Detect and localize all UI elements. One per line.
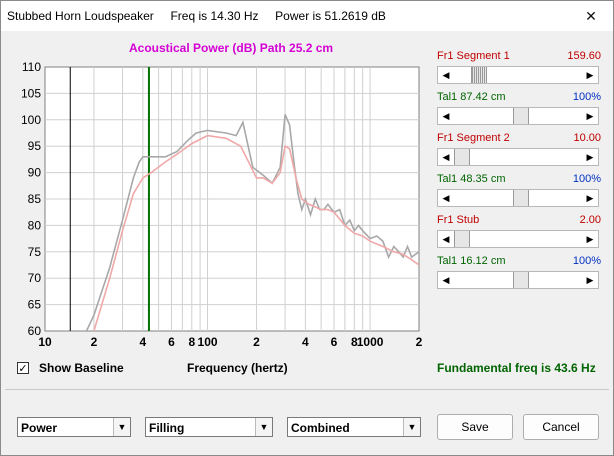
scroll-thumb[interactable] [454, 231, 470, 247]
save-button[interactable]: Save [437, 414, 513, 440]
x-tick-label: 100 [198, 335, 218, 349]
scroll-right-icon[interactable]: ▶ [586, 193, 594, 203]
power-readout: Power is 51.2619 dB [275, 9, 386, 23]
scroll-thumb[interactable] [454, 149, 470, 165]
x-tick-label: 4 [140, 335, 147, 349]
y-tick-label: 100 [21, 113, 41, 127]
x-tick-label: 8 [351, 335, 358, 349]
scrollbar[interactable]: ◀ ▶ [437, 230, 599, 248]
divider [5, 389, 609, 390]
chevron-down-icon: ▼ [255, 418, 272, 436]
x-tick-label: 6 [331, 335, 338, 349]
x-axis-label: Frequency (hertz) [187, 361, 288, 375]
scroll-right-icon[interactable]: ▶ [586, 152, 594, 162]
control-value: 100% [572, 173, 601, 185]
x-tick-label: 2 [253, 335, 260, 349]
combined-select[interactable]: Combined ▼ [287, 417, 421, 437]
scroll-left-icon[interactable]: ◀ [442, 152, 450, 162]
scroll-right-icon[interactable]: ▶ [586, 70, 594, 80]
control-row: Tal1 16.12 cm 100% [437, 254, 601, 270]
freq-readout: Freq is 14.30 Hz [170, 9, 259, 23]
control-label: Fr1 Segment 1 [437, 50, 510, 62]
scrollbar[interactable]: ◀ ▶ [437, 148, 599, 166]
chevron-down-icon: ▼ [113, 418, 130, 436]
y-tick-label: 105 [21, 86, 41, 100]
control-value: 159.60 [567, 50, 601, 62]
control-label: Fr1 Stub [437, 214, 480, 226]
scroll-thumb[interactable] [513, 108, 530, 124]
control-label: Tal1 48.35 cm [437, 173, 506, 185]
filling-select[interactable]: Filling ▼ [145, 417, 273, 437]
x-tick-label: 1000 [357, 335, 384, 349]
control-value: 10.00 [573, 132, 601, 144]
scrollbar[interactable]: ◀ ▶ [437, 66, 599, 84]
scroll-left-icon[interactable]: ◀ [442, 275, 450, 285]
scroll-thumb[interactable] [513, 190, 530, 206]
control-row: Fr1 Segment 2 10.00 [437, 131, 601, 147]
scrollbar[interactable]: ◀ ▶ [437, 107, 599, 125]
y-tick-label: 60 [28, 324, 42, 338]
scroll-thumb[interactable] [513, 272, 530, 288]
mode-select-value: Power [21, 421, 58, 435]
close-icon: ✕ [585, 8, 597, 24]
control-value: 100% [572, 91, 601, 103]
control-label: Fr1 Segment 2 [437, 132, 510, 144]
control-row: Tal1 87.42 cm 100% [437, 90, 601, 106]
control-row: Fr1 Segment 1 159.60 [437, 49, 601, 65]
y-tick-label: 65 [28, 298, 42, 312]
control-row: Tal1 48.35 cm 100% [437, 172, 601, 188]
x-tick-label: 6 [168, 335, 175, 349]
x-tick-label: 10 [38, 335, 52, 349]
y-tick-label: 95 [28, 139, 42, 153]
scroll-thumb[interactable] [470, 67, 487, 83]
window-title: Stubbed Horn Loudspeaker Freq is 14.30 H… [7, 9, 386, 23]
filling-select-value: Filling [149, 421, 185, 435]
y-tick-label: 70 [28, 271, 42, 285]
x-tick-label: 2 [91, 335, 98, 349]
title-bar: Stubbed Horn Loudspeaker Freq is 14.30 H… [1, 1, 613, 31]
chart-title: Acoustical Power (dB) Path 25.2 cm [129, 41, 334, 55]
chevron-down-icon: ▼ [403, 418, 420, 436]
cancel-button[interactable]: Cancel [523, 414, 599, 440]
control-value: 100% [572, 255, 601, 267]
y-tick-label: 85 [28, 192, 42, 206]
series-line [85, 114, 419, 331]
fundamental-freq: Fundamental freq is 43.6 Hz [437, 361, 596, 375]
scroll-right-icon[interactable]: ▶ [586, 234, 594, 244]
y-tick-label: 80 [28, 218, 42, 232]
show-baseline-label: Show Baseline [39, 361, 124, 375]
scroll-left-icon[interactable]: ◀ [442, 193, 450, 203]
control-value: 2.00 [579, 214, 601, 226]
mode-select[interactable]: Power ▼ [17, 417, 131, 437]
scrollbar[interactable]: ◀ ▶ [437, 271, 599, 289]
control-label: Tal1 87.42 cm [437, 91, 506, 103]
control-row: Fr1 Stub 2.00 [437, 213, 601, 229]
scroll-left-icon[interactable]: ◀ [442, 70, 450, 80]
close-button[interactable]: ✕ [569, 1, 613, 31]
x-tick-label: 8 [188, 335, 195, 349]
scroll-left-icon[interactable]: ◀ [442, 234, 450, 244]
scroll-right-icon[interactable]: ▶ [586, 275, 594, 285]
scrollbar[interactable]: ◀ ▶ [437, 189, 599, 207]
control-label: Tal1 16.12 cm [437, 255, 506, 267]
combined-select-value: Combined [291, 421, 350, 435]
y-tick-label: 75 [28, 245, 42, 259]
y-tick-label: 110 [22, 60, 41, 74]
y-tick-label: 90 [28, 166, 42, 180]
x-tick-label: 2 [416, 335, 423, 349]
app-title: Stubbed Horn Loudspeaker [7, 9, 154, 23]
show-baseline-checkbox[interactable]: ✓ [17, 362, 29, 375]
series-line [93, 134, 419, 331]
scroll-right-icon[interactable]: ▶ [586, 111, 594, 121]
scroll-left-icon[interactable]: ◀ [442, 111, 450, 121]
x-tick-label: 4 [302, 335, 309, 349]
